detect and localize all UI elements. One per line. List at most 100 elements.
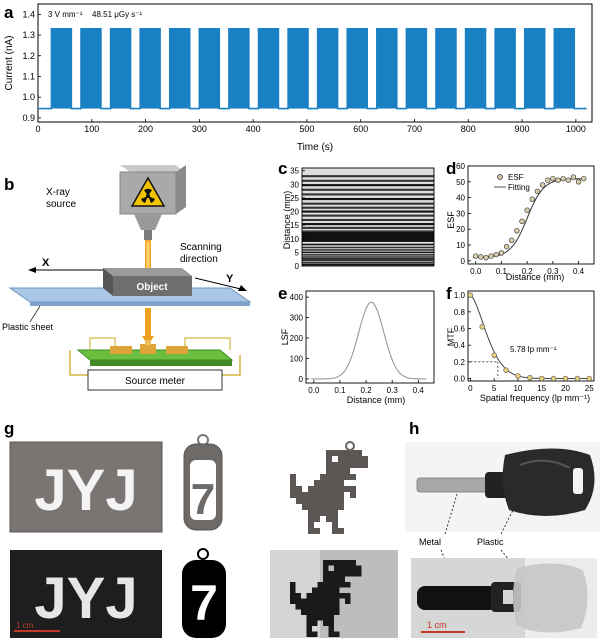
y-tick-label: 1.0 — [454, 291, 466, 300]
plot-frame — [37, 3, 593, 123]
esf-point — [488, 253, 494, 259]
dino-pixel — [314, 504, 320, 510]
dino-pixel — [339, 565, 345, 571]
x-tick-label: 0.1 — [334, 386, 346, 395]
stripe — [302, 230, 434, 232]
pulse-bar — [436, 28, 456, 109]
dino-pixel — [326, 516, 332, 522]
mtf-point — [586, 375, 592, 382]
y-tick-label: 1.2 — [22, 51, 35, 61]
x-tick-label: 15 — [537, 384, 546, 393]
photo-key — [405, 442, 600, 532]
stripe — [302, 197, 434, 201]
source-meter-label: Source meter — [125, 376, 186, 387]
stripe — [302, 263, 434, 266]
dino-pixel — [326, 474, 332, 480]
x-tick-label: 0.0 — [470, 267, 482, 276]
esf-point — [514, 228, 520, 234]
dino-pixel — [350, 474, 356, 480]
dino-pixel — [328, 631, 334, 637]
mtf-point — [479, 324, 485, 330]
dino-pixel — [350, 462, 356, 468]
y-tick-label: 5 — [295, 248, 300, 257]
legend-label-fit: Fitting — [508, 183, 530, 192]
panel-letter: c — [278, 160, 287, 178]
pulse-bar — [347, 28, 368, 109]
x-tick-label: 0 — [468, 384, 473, 393]
scan-axes: X Y — [28, 257, 247, 291]
plastic-label: Plastic — [477, 537, 504, 547]
esf-point — [575, 179, 582, 185]
dino-pixel — [306, 626, 312, 632]
dino-pixel — [338, 450, 344, 456]
dino-pixel — [326, 456, 332, 462]
pulse-bar — [110, 28, 131, 109]
esf-point — [529, 196, 535, 202]
x-tick-label: 200 — [138, 124, 153, 134]
dino-pixel — [338, 528, 344, 534]
pulse-bar — [406, 28, 427, 109]
mtf-point — [527, 374, 533, 381]
x-tick-label: 10 — [513, 384, 522, 393]
object-block: Object — [103, 268, 192, 296]
dino-pixel — [302, 492, 308, 498]
tag-digit: 7 — [191, 475, 215, 524]
dino-pixel — [326, 450, 332, 456]
mtf-point — [503, 367, 509, 373]
plot-frame — [467, 165, 595, 265]
dino-pixel — [302, 498, 308, 504]
y-tick-label: 0 — [461, 257, 466, 266]
dino-pixel — [339, 582, 345, 588]
esf-point — [483, 254, 489, 261]
y-tick-label: 35 — [290, 167, 299, 176]
dino-pixel — [362, 456, 368, 462]
x-tick-label: 1000 — [566, 124, 586, 134]
legend-label-esf: ESF — [508, 173, 524, 182]
annotation-field: 3 V mm⁻¹ — [48, 10, 83, 19]
panel-letter: d — [446, 160, 456, 178]
dino-pixel — [332, 504, 338, 510]
x-tick-label: 0.4 — [573, 267, 585, 276]
dino-pixel — [356, 462, 362, 468]
dino-pixel — [323, 587, 329, 593]
panel-a: a 0 100 200 300 400 500 600 700 800 900 1000 1.4 1.3… — [4, 3, 593, 153]
dino-pixel — [326, 504, 332, 510]
dino-pixel — [306, 631, 312, 637]
dino-pixel — [344, 450, 350, 456]
esf-point — [524, 207, 530, 213]
pulse-bar — [554, 28, 575, 109]
dino-pixel — [326, 468, 332, 474]
dino-pixel — [306, 609, 312, 615]
x-tick-label: 0.2 — [361, 386, 373, 395]
x-tick-label: 100 — [84, 124, 99, 134]
dino-pixel — [323, 615, 329, 621]
y-tick-label: 1.1 — [22, 71, 35, 81]
plot-frame — [301, 167, 435, 267]
stripe — [302, 179, 434, 182]
lsf-line — [311, 301, 427, 380]
dino-pixel — [338, 504, 344, 510]
esf-point — [550, 175, 556, 182]
esf-point — [534, 188, 541, 194]
dino-pixel — [296, 498, 302, 504]
dino-pixel — [344, 468, 350, 474]
dino-pixel — [323, 620, 329, 626]
dino-pixel — [290, 587, 296, 593]
y-axis-label: ESF — [446, 211, 456, 229]
dino-pixel — [323, 598, 329, 604]
esf-point — [545, 177, 551, 183]
dino-pixel — [328, 626, 334, 632]
dino-pixel — [334, 604, 340, 610]
dino-pixel — [332, 468, 338, 474]
axis-x-label: X — [42, 257, 50, 269]
annotation-dose: 48.51 μGy s⁻¹ — [92, 10, 143, 19]
dino-pixel — [328, 598, 334, 604]
xray-source — [119, 165, 186, 240]
mtf-point — [574, 375, 581, 382]
dino-pixel — [334, 565, 340, 571]
dino-pixel — [334, 609, 340, 615]
panel-f: f 0 5 10 15 20 25 1.0 0.8 0.6 0.4 0.2 0.0 MTF Spati… — [446, 285, 595, 403]
y-tick-label: 400 — [290, 293, 304, 302]
dino-pixel — [332, 498, 338, 504]
dino-pixel — [323, 582, 329, 588]
